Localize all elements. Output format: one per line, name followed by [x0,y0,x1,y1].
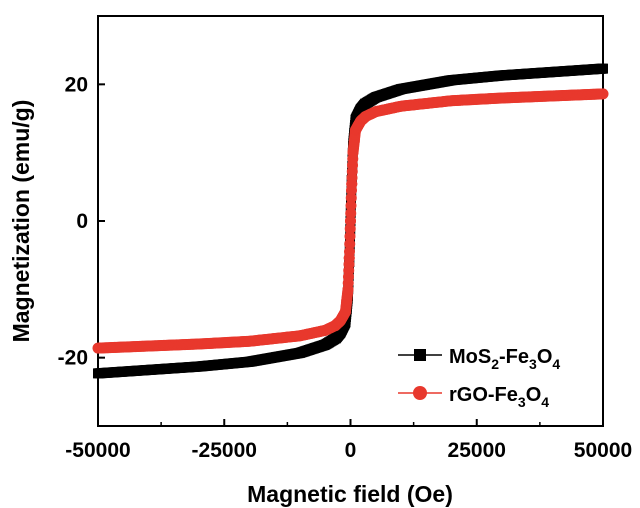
legend-marker-rgo-fe3o4 [413,386,427,400]
x-tick-label: -50000 [65,439,130,462]
x-tick-label: 25000 [448,439,506,462]
x-axis-title: Magnetic field (Oe) [247,481,453,507]
y-tick-label: -20 [58,347,88,370]
data-point [598,88,609,99]
y-axis-title: Magnetization (emu/g) [8,100,34,343]
y-tick-label: 20 [65,73,88,96]
series-layer [93,64,609,379]
x-tick-label: 50000 [574,439,632,462]
y-tick-label: 0 [76,210,88,233]
legend-entry-rgo-fe3o4: rGO-Fe3O4 [398,384,549,410]
legend-entry-mos2-fe3o4: MoS2-Fe3O4 [398,346,560,372]
x-tick-label: 0 [345,439,357,462]
legend-label-mos2-fe3o4: MoS2-Fe3O4 [449,346,560,372]
legend-marker-mos2-fe3o4 [414,349,426,361]
legend-label-rgo-fe3o4: rGO-Fe3O4 [449,384,549,410]
x-tick-label: -25000 [192,439,257,462]
series-rgo-fe3o4 [93,88,609,353]
legend: MoS2-Fe3O4 rGO-Fe3O4 [398,346,560,410]
data-point [598,64,608,74]
